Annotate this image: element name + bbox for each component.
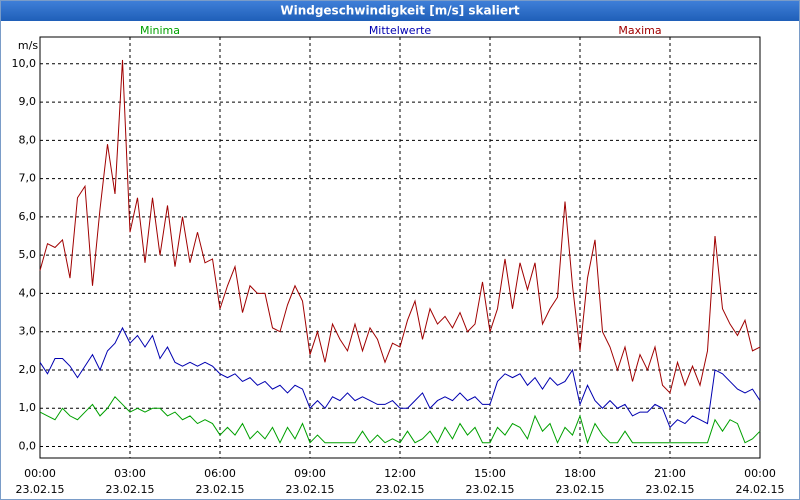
x-tick-label: 03:00 xyxy=(114,467,146,480)
y-tick-label: 6,0 xyxy=(19,210,37,223)
y-tick-label: 10,0 xyxy=(12,57,37,70)
legend-label: Maxima xyxy=(618,24,661,37)
data-line xyxy=(39,59,761,394)
data-line xyxy=(39,326,761,429)
x-tick-label: 23.02.15 xyxy=(376,483,425,496)
x-tick-label: 00:00 xyxy=(744,467,776,480)
x-tick-label: 06:00 xyxy=(204,467,236,480)
y-tick-label: 3,0 xyxy=(19,325,37,338)
x-tick-label: 23.02.15 xyxy=(556,483,605,496)
title-bar xyxy=(1,1,799,21)
y-axis-label: m/s xyxy=(18,39,38,52)
y-tick-label: 1,0 xyxy=(19,401,37,414)
legend-label: Mittelwerte xyxy=(369,24,432,37)
y-tick-label: 7,0 xyxy=(19,172,37,185)
x-tick-label: 24.02.15 xyxy=(736,483,785,496)
x-tick-label: 00:00 xyxy=(24,467,56,480)
x-tick-label: 12:00 xyxy=(384,467,416,480)
y-tick-label: 8,0 xyxy=(19,133,37,146)
x-tick-label: 23.02.15 xyxy=(286,483,335,496)
y-tick-label: 5,0 xyxy=(19,248,37,261)
y-tick-label: 9,0 xyxy=(19,95,37,108)
y-tick-label: 0,0 xyxy=(19,440,37,453)
data-line xyxy=(39,395,761,445)
x-tick-label: 23.02.15 xyxy=(16,483,65,496)
x-tick-label: 18:00 xyxy=(564,467,596,480)
x-tick-label: 21:00 xyxy=(654,467,686,480)
x-tick-label: 23.02.15 xyxy=(466,483,515,496)
x-tick-label: 15:00 xyxy=(474,467,506,480)
y-tick-label: 2,0 xyxy=(19,363,37,376)
x-tick-label: 23.02.15 xyxy=(106,483,155,496)
legend-label: Minima xyxy=(140,24,180,37)
chart-title: Windgeschwindigkeit [m/s] skaliert xyxy=(280,4,520,18)
x-tick-label: 09:00 xyxy=(294,467,326,480)
x-tick-label: 23.02.15 xyxy=(196,483,245,496)
y-tick-label: 4,0 xyxy=(19,286,37,299)
x-tick-label: 23.02.15 xyxy=(646,483,695,496)
